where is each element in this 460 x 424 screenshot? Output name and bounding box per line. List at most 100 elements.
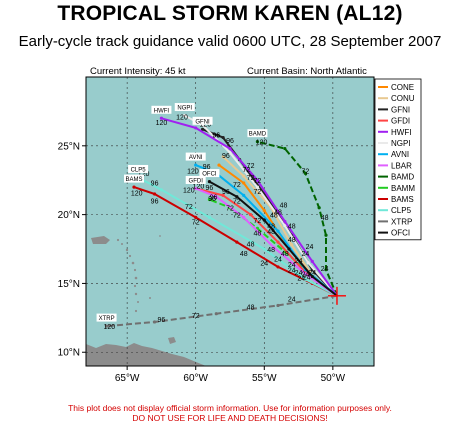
forecast-point (194, 186, 198, 191)
forecast-hour-label: 48 (247, 305, 255, 312)
forecast-point (242, 181, 246, 185)
forecast-point (221, 155, 225, 159)
model-label-box (151, 105, 172, 114)
land-layer (86, 235, 206, 366)
legend-item-label: GFDI (391, 117, 410, 126)
forecast-point (207, 179, 212, 184)
forecast-point (287, 247, 291, 251)
track-ofci (208, 180, 338, 297)
forecast-hour-label: 24 (288, 267, 296, 274)
forecast-hour-label: 72 (233, 212, 241, 219)
forecast-hour-label: 48 (240, 251, 248, 258)
trinidad-island (168, 337, 176, 344)
forecast-point (221, 135, 225, 140)
forecast-point (262, 208, 266, 213)
forecast-hour-label: 120 (193, 183, 205, 190)
forecast-point (242, 174, 246, 178)
track-clp5 (137, 176, 338, 297)
forecast-hour-label: 24 (288, 262, 296, 269)
forecast-point (214, 312, 218, 316)
forecast-hour-label: 72 (226, 205, 234, 212)
forecast-point (152, 320, 157, 324)
forecast-point (276, 229, 280, 233)
forecast-hour-label: 24 (308, 270, 316, 277)
forecast-hour-label: 96 (151, 181, 159, 188)
forecast-point (276, 240, 280, 244)
forecast-hour-label: 48 (281, 251, 289, 258)
forecast-point (228, 146, 232, 151)
forecast-hour-label: 72 (192, 313, 200, 320)
forecast-hour-label: 24 (302, 272, 310, 279)
forecast-hour-label: 120 (199, 122, 211, 129)
forecast-point (310, 274, 314, 279)
model-name-label: OFCI (202, 172, 217, 178)
forecast-hour-label: 48 (267, 229, 275, 236)
forecast-point (228, 151, 232, 155)
forecast-point (104, 324, 109, 328)
ocean-background (86, 77, 374, 366)
disclaimer-line-1: This plot does not display official stor… (68, 403, 392, 413)
current-basin: Current Basin: North Atlantic (247, 66, 367, 77)
current-intensity: Current Intensity: 45 kt (90, 66, 186, 77)
legend-item-label: CLP5 (391, 206, 412, 215)
forecast-hour-label: 120 (131, 190, 143, 197)
forecast-point (276, 265, 280, 269)
forecast-point (272, 246, 276, 250)
forecast-hour-label: 48 (267, 223, 275, 230)
forecast-point (324, 268, 328, 272)
south-america-landmass (86, 343, 206, 366)
forecast-hour-label: 48 (280, 203, 288, 210)
legend-item-label: LBAR (391, 161, 412, 170)
axis-tick-labels: 65°W 60°W 55°W 50°W 10°N 15°N 20°N 25°N (58, 141, 346, 384)
forecast-point (255, 140, 260, 144)
forecast-hour-label: 24 (321, 266, 329, 273)
forecast-point (255, 185, 260, 189)
lon-tick-label: 55°W (252, 373, 277, 384)
model-name-label: XTRP (99, 316, 115, 322)
forecast-hour-label: 120 (176, 115, 188, 122)
forecast-hour-label: 24 (303, 274, 311, 281)
forecast-hour-label: 72 (233, 199, 241, 206)
forecast-hour-label: 96 (158, 317, 166, 324)
forecast-point (194, 215, 198, 219)
forecast-hour-label: 48 (288, 223, 296, 230)
model-name-label: CLP5 (131, 167, 147, 173)
map-subtitle: Early-cycle track guidance valid 0600 UT… (18, 33, 442, 50)
map-title: TROPICAL STORM KAREN (AL12) (57, 2, 403, 25)
forecast-point (217, 163, 221, 167)
forecast-hour-label: 24 (295, 270, 303, 277)
lon-tick-label: 65°W (115, 373, 140, 384)
forecast-hour-label: 72 (243, 167, 251, 174)
legend-item-label: BAMD (391, 173, 414, 182)
forecast-point (194, 163, 198, 167)
forecast-point (207, 215, 212, 219)
lat-tick-label: 10°N (58, 348, 80, 359)
forecast-point (235, 195, 239, 199)
forecast-point (310, 259, 314, 264)
legend-item-label: CONU (391, 94, 415, 103)
storm-position-marker (327, 286, 346, 305)
legend-item-label: XTRP (391, 217, 412, 226)
forecast-point (283, 146, 287, 151)
lesser-antilles (116, 235, 161, 313)
forecast-point (262, 247, 266, 251)
forecast-hour-label: 72 (185, 204, 193, 211)
forecast-hour-label: 96 (222, 189, 230, 196)
forecast-point (242, 215, 246, 219)
track-bamm (209, 198, 338, 297)
legend-item-label: NGPI (391, 139, 411, 148)
forecast-point (159, 188, 164, 192)
disclaimer-line-2: DO NOT USE FOR LIFE AND DEATH DECISIONS! (132, 413, 328, 423)
lat-tick-label: 15°N (58, 279, 80, 290)
forecast-hour-label: 96 (222, 153, 230, 160)
forecast-hour-label: 120 (156, 120, 168, 127)
legend-item-label: BAMM (391, 184, 415, 193)
forecast-hour-label: 96 (212, 133, 220, 140)
forecast-point (324, 233, 328, 237)
model-label-box (185, 152, 206, 161)
forecast-hour-label: 72 (254, 218, 262, 225)
forecast-hour-label: 72 (247, 163, 255, 170)
puerto-rico-island (91, 236, 110, 244)
forecast-point (183, 113, 187, 118)
